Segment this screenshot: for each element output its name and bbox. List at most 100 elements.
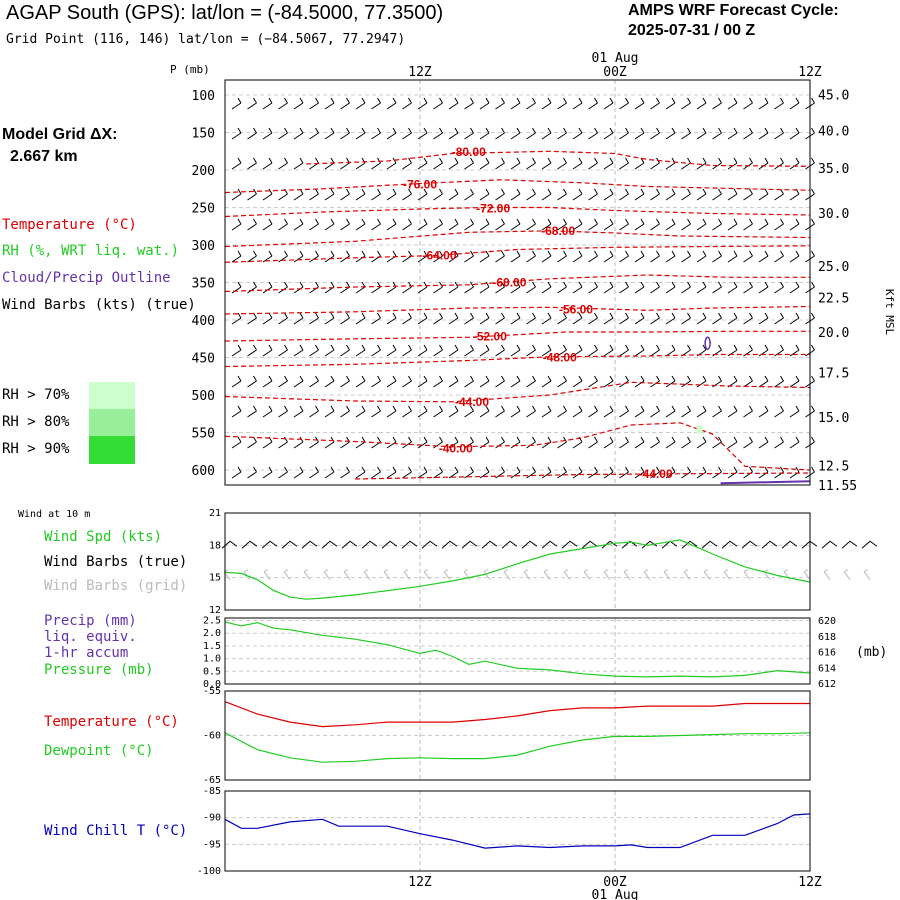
- wind-barb: [775, 128, 784, 139]
- wind10m-barb-true: [262, 541, 277, 548]
- wind-barb: [279, 282, 288, 293]
- wind-barb: [310, 406, 319, 417]
- wind-barb: [387, 467, 396, 478]
- wind10m-barb-true: [522, 541, 537, 548]
- wind-barb: [713, 313, 722, 324]
- wind-barb: [604, 128, 613, 139]
- wind-barb: [527, 345, 536, 356]
- wind-barb: [573, 128, 582, 139]
- temperature-dewpoint-tick-label: -55: [203, 686, 221, 697]
- wind-barb: [744, 467, 753, 478]
- wind-barb: [449, 467, 458, 478]
- wind-barb: [728, 219, 737, 230]
- wind-barb: [542, 437, 551, 448]
- wind-barb: [387, 219, 396, 230]
- wind-barb: [573, 251, 582, 262]
- pressure-axis-label: P (mb): [170, 63, 210, 76]
- wind-barb: [279, 467, 288, 478]
- wind10m-barb-true: [322, 541, 337, 548]
- wind-barb: [682, 376, 691, 387]
- precip-pressure-tick-label: 2.0: [203, 628, 221, 639]
- wind-barb: [620, 98, 629, 109]
- wind-barb: [232, 437, 241, 448]
- wind-barb: [263, 219, 272, 230]
- wind-barb: [403, 313, 412, 324]
- wind-barb: [449, 189, 458, 200]
- wind-barb: [558, 406, 567, 417]
- pressure-right-tick-label: 616: [818, 648, 836, 659]
- wind10m-barb-true: [422, 541, 437, 548]
- wind-barb: [341, 128, 350, 139]
- wind-barb: [573, 406, 582, 417]
- pressure-right-tick-label: 614: [818, 663, 836, 674]
- wind-barb: [697, 98, 706, 109]
- wind-barb: [759, 313, 768, 324]
- wind-barb: [341, 98, 350, 109]
- wind-barb: [341, 406, 350, 417]
- wind10m-barb-true: [482, 541, 497, 548]
- precip-pressure-tick-label: 0.5: [203, 666, 221, 677]
- height-tick-label: 17.5: [818, 367, 849, 382]
- wind-barb: [434, 98, 443, 109]
- wind-barb: [356, 189, 365, 200]
- wind-barb: [728, 437, 737, 448]
- wind-barb: [279, 406, 288, 417]
- wind10m-barb-true: [282, 541, 297, 548]
- wind10m-barb-grid: [864, 570, 870, 580]
- wind-barb: [341, 219, 350, 230]
- wind-barb: [620, 467, 629, 478]
- wind-barb: [418, 313, 427, 324]
- wind-barb: [728, 189, 737, 200]
- wind10m-barb-grid: [824, 570, 830, 580]
- wind-barb: [418, 282, 427, 293]
- wind-barb: [496, 158, 505, 169]
- wind-barb: [728, 406, 737, 417]
- wind-barb: [759, 128, 768, 139]
- wind-barb: [713, 158, 722, 169]
- wind-barb: [635, 406, 644, 417]
- wind-barb: [372, 376, 381, 387]
- wind-barb: [418, 406, 427, 417]
- wind10m-barb-true: [222, 541, 237, 548]
- wind-barb: [775, 282, 784, 293]
- wind-barb: [418, 98, 427, 109]
- wind-barb: [496, 219, 505, 230]
- wind-barb: [372, 219, 381, 230]
- wind-barb: [759, 406, 768, 417]
- wind-barb: [248, 467, 257, 478]
- wind-barb: [356, 251, 365, 262]
- wind-barb: [480, 219, 489, 230]
- wind-barb: [511, 345, 520, 356]
- wind-barb: [372, 128, 381, 139]
- wind-barb: [651, 406, 660, 417]
- wind-barb: [790, 189, 799, 200]
- wind10m-barb-true: [542, 541, 557, 548]
- wind-barb: [666, 158, 675, 169]
- wind-barb: [713, 467, 722, 478]
- wind-barb: [341, 313, 350, 324]
- wind-barb: [573, 376, 582, 387]
- wind-barb: [790, 313, 799, 324]
- wind-barb: [558, 251, 567, 262]
- wind-barb: [496, 376, 505, 387]
- wind-barb: [713, 251, 722, 262]
- height-tick-label: 22.5: [818, 292, 849, 307]
- wind-barb: [511, 158, 520, 169]
- wind-barb: [728, 251, 737, 262]
- wind-10m-tick-label: 12: [209, 605, 221, 616]
- wind-barb: [387, 406, 396, 417]
- wind-barb: [341, 251, 350, 262]
- wind10m-barb-true: [562, 541, 577, 548]
- wind-barb: [341, 345, 350, 356]
- wind-barb: [604, 406, 613, 417]
- wind-barb: [682, 98, 691, 109]
- wind-barb: [666, 376, 675, 387]
- wind-barb: [744, 158, 753, 169]
- wind-barb: [542, 98, 551, 109]
- wind-barb: [511, 219, 520, 230]
- wind-barb: [542, 467, 551, 478]
- wind-barb: [775, 158, 784, 169]
- wind-barb: [480, 376, 489, 387]
- wind-barb: [496, 189, 505, 200]
